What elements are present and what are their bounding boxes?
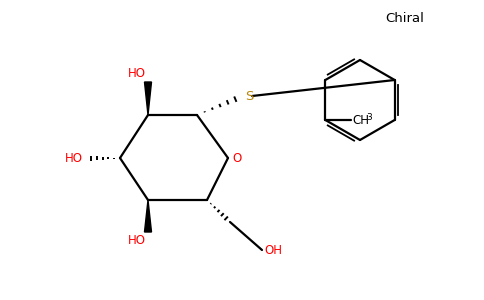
Text: HO: HO [65,152,83,164]
Text: S: S [245,89,254,103]
Text: O: O [232,152,241,164]
Polygon shape [145,82,151,115]
Text: HO: HO [128,67,146,80]
Text: HO: HO [128,234,146,247]
Polygon shape [145,200,151,232]
Text: OH: OH [264,244,282,256]
Text: 3: 3 [366,112,372,122]
Text: CH: CH [352,113,369,127]
Text: Chiral: Chiral [386,11,424,25]
